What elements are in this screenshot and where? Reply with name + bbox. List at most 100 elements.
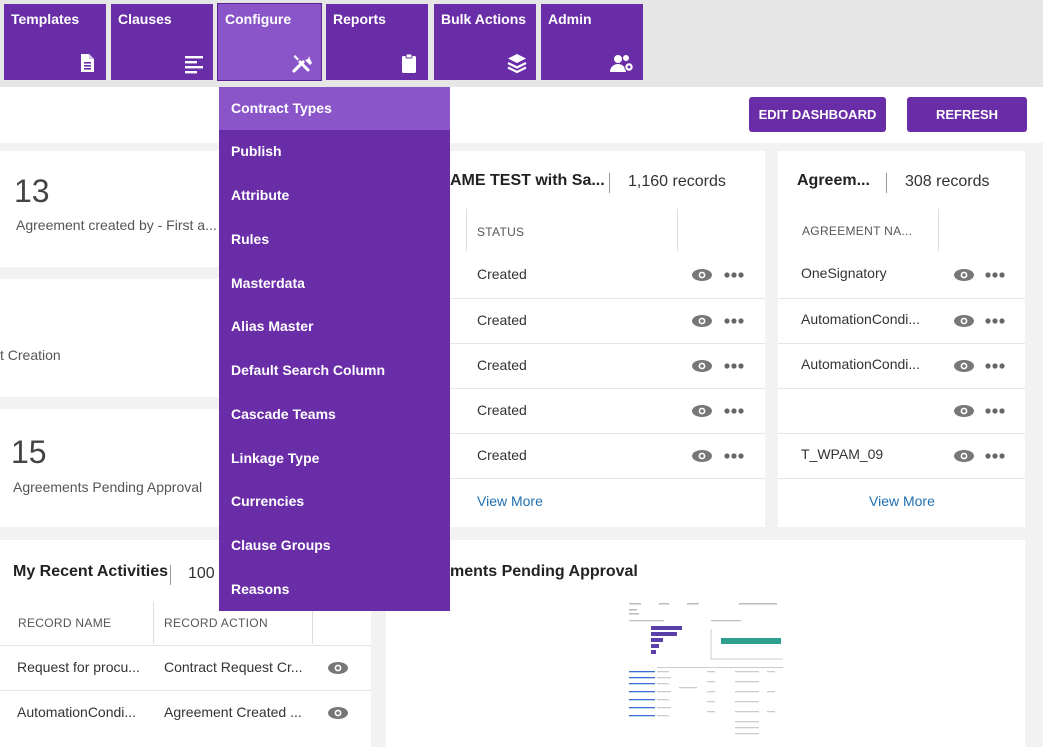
menu-item-reasons[interactable]: Reasons: [231, 581, 290, 597]
table-row[interactable]: T_WPAM_09: [778, 433, 1025, 478]
eye-icon[interactable]: [691, 268, 713, 282]
column-header-record-name[interactable]: RECORD NAME: [18, 616, 112, 630]
count-card-creation[interactable]: t Creation: [0, 279, 230, 397]
more-options-icon[interactable]: [985, 268, 1005, 282]
refresh-button[interactable]: REFRESH: [907, 97, 1027, 132]
menu-item-currencies[interactable]: Currencies: [231, 493, 305, 509]
table-row[interactable]: Created: [386, 343, 765, 388]
column-separator: [677, 209, 678, 251]
count-label: Agreement created by - First a...: [16, 217, 217, 233]
eye-icon[interactable]: [953, 314, 975, 328]
lines-icon: [185, 56, 203, 74]
nav-tile-label: Configure: [225, 11, 292, 27]
table-row[interactable]: Created: [386, 388, 765, 433]
view-more-link[interactable]: View More: [869, 493, 935, 509]
more-options-icon[interactable]: [724, 404, 744, 418]
edit-dashboard-button[interactable]: EDIT DASHBOARD: [749, 97, 886, 132]
eye-icon[interactable]: [953, 404, 975, 418]
nav-tile-clauses[interactable]: Clauses: [111, 4, 213, 80]
status-cell: Created: [477, 402, 527, 418]
more-options-icon[interactable]: [724, 268, 744, 282]
agreement-name-cell: AutomationCondi...: [801, 356, 921, 372]
title-separator: [170, 565, 171, 585]
table-row[interactable]: Request for procu... Contract Request Cr…: [0, 645, 371, 690]
menu-item-rules[interactable]: Rules: [231, 231, 270, 247]
more-options-icon[interactable]: [724, 314, 744, 328]
record-count: 308 records: [905, 173, 990, 190]
table-row[interactable]: AutomationCondi... Agreement Created ...: [0, 690, 371, 735]
column-header-agreement-name[interactable]: AGREEMENT NA...: [802, 224, 913, 238]
menu-item-masterdata[interactable]: Masterdata: [231, 275, 305, 291]
menu-item-publish[interactable]: Publish: [231, 143, 282, 159]
configure-dropdown-menu: Contract Types Publish Attribute Rules M…: [219, 87, 450, 611]
column-header-record-action[interactable]: RECORD ACTION: [164, 616, 268, 630]
eye-icon[interactable]: [691, 314, 713, 328]
count-card-agreements-created[interactable]: 13 Agreement created by - First a...: [0, 151, 230, 267]
count-card-pending-approval[interactable]: 15 Agreements Pending Approval: [0, 409, 230, 527]
column-separator: [938, 209, 939, 251]
more-options-icon[interactable]: [724, 359, 744, 373]
table-row[interactable]: OneSignatory: [778, 253, 1025, 298]
table-row[interactable]: [778, 388, 1025, 433]
tools-icon: [292, 55, 312, 73]
card-title: Agreem...: [797, 172, 870, 189]
agreement-name-cell: OneSignatory: [801, 265, 887, 281]
count-value: 15: [11, 434, 47, 470]
menu-item-default-search-column[interactable]: Default Search Column: [231, 362, 386, 378]
more-options-icon[interactable]: [985, 449, 1005, 463]
nav-tile-reports[interactable]: Reports: [326, 4, 428, 80]
table-row[interactable]: AutomationCondi...: [778, 343, 1025, 388]
more-options-icon[interactable]: [724, 449, 744, 463]
agreement-name-cell: T_WPAM_09: [801, 446, 884, 462]
menu-item-clause-groups[interactable]: Clause Groups: [231, 537, 331, 553]
eye-icon[interactable]: [327, 661, 349, 675]
nav-tile-bulk-actions[interactable]: Bulk Actions: [434, 4, 536, 80]
record-name-cell: AutomationCondi...: [17, 704, 137, 720]
menu-item-contract-types[interactable]: Contract Types: [219, 87, 450, 130]
nav-tile-configure[interactable]: Configure: [217, 3, 322, 81]
column-separator: [466, 209, 467, 251]
view-more-link[interactable]: View More: [477, 493, 543, 509]
document-icon: [81, 54, 94, 72]
menu-item-attribute[interactable]: Attribute: [231, 187, 290, 203]
column-separator: [312, 602, 313, 644]
record-action-cell: Contract Request Cr...: [164, 659, 303, 675]
count-label: t Creation: [0, 347, 61, 363]
nav-tile-templates[interactable]: Templates: [4, 4, 106, 80]
nav-tile-label: Reports: [333, 11, 386, 27]
column-separator: [153, 602, 154, 644]
more-options-icon[interactable]: [985, 314, 1005, 328]
eye-icon[interactable]: [327, 706, 349, 720]
nav-tile-label: Templates: [11, 11, 80, 27]
table-row[interactable]: AutomationCondi...: [778, 298, 1025, 343]
eye-icon[interactable]: [953, 449, 975, 463]
record-action-cell: Agreement Created ...: [164, 704, 302, 720]
report-preview-thumbnail[interactable]: [627, 601, 784, 741]
card-title: My Recent Activities: [13, 563, 169, 580]
menu-item-linkage-type[interactable]: Linkage Type: [231, 450, 320, 466]
eye-icon[interactable]: [691, 359, 713, 373]
status-cell: Created: [477, 357, 527, 373]
title-separator: [886, 173, 887, 193]
eye-icon[interactable]: [953, 268, 975, 282]
more-options-icon[interactable]: [985, 404, 1005, 418]
card-title: AME TEST with Sa...: [450, 172, 605, 189]
menu-item-alias-master[interactable]: Alias Master: [231, 318, 314, 334]
table-bottom-border: [386, 478, 765, 479]
users-gear-icon: [610, 55, 634, 72]
nav-tile-admin[interactable]: Admin: [541, 4, 643, 80]
table-row[interactable]: Created: [386, 253, 765, 298]
table-row[interactable]: Created: [386, 298, 765, 343]
dashboard-action-bar: EDIT DASHBOARD REFRESH: [0, 87, 1043, 143]
eye-icon[interactable]: [691, 404, 713, 418]
menu-item-cascade-teams[interactable]: Cascade Teams: [231, 406, 336, 422]
eye-icon[interactable]: [691, 449, 713, 463]
column-header-status[interactable]: STATUS: [477, 225, 525, 239]
nav-tile-label: Bulk Actions: [441, 11, 527, 27]
more-options-icon[interactable]: [985, 359, 1005, 373]
eye-icon[interactable]: [953, 359, 975, 373]
layers-icon: [507, 54, 527, 74]
nav-tile-label: Clauses: [118, 11, 172, 27]
table-bottom-border: [778, 478, 1025, 479]
table-row[interactable]: Created: [386, 433, 765, 478]
